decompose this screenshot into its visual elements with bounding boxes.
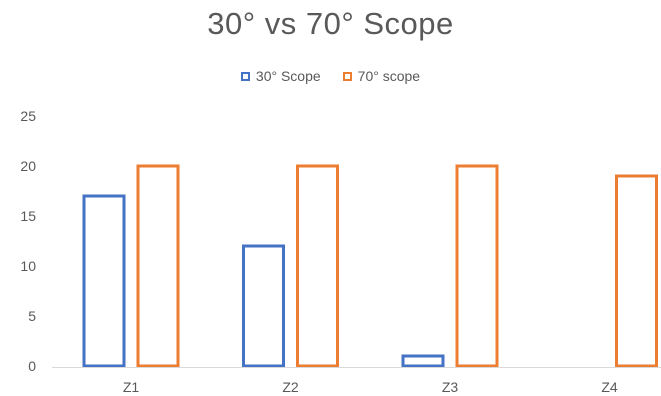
legend: 30° Scope 70° scope bbox=[0, 68, 661, 84]
legend-swatch-series-1 bbox=[240, 71, 250, 81]
y-tick-label: 5 bbox=[28, 308, 36, 324]
legend-item-series-1: 30° Scope bbox=[240, 68, 321, 84]
legend-label-series-1: 30° Scope bbox=[255, 68, 321, 84]
bar-series-2-z1 bbox=[136, 164, 180, 368]
bar-series-1-z3 bbox=[401, 354, 445, 368]
bar-series-2-z3 bbox=[455, 164, 499, 368]
bar-series-2-z4 bbox=[615, 174, 658, 368]
bar-series-1-z2 bbox=[242, 244, 285, 368]
x-tick-label-z3: Z3 bbox=[442, 379, 459, 395]
x-tick-label-z1: Z1 bbox=[123, 379, 140, 395]
x-tick-label-z4: Z4 bbox=[601, 379, 618, 395]
y-tick-label: 25 bbox=[20, 108, 36, 124]
y-tick-label: 20 bbox=[20, 158, 36, 174]
bar-series-1-z1 bbox=[82, 194, 126, 368]
y-tick-label: 15 bbox=[20, 208, 36, 224]
legend-swatch-series-2 bbox=[342, 71, 352, 81]
legend-item-series-2: 70° scope bbox=[342, 68, 421, 84]
legend-label-series-2: 70° scope bbox=[357, 68, 421, 84]
chart-title: 30° vs 70° Scope bbox=[207, 6, 454, 41]
y-tick-label: 0 bbox=[28, 358, 36, 374]
y-tick-label: 10 bbox=[20, 258, 36, 274]
bar-series-2-z2 bbox=[296, 164, 339, 368]
x-tick-label-z2: Z2 bbox=[282, 379, 299, 395]
